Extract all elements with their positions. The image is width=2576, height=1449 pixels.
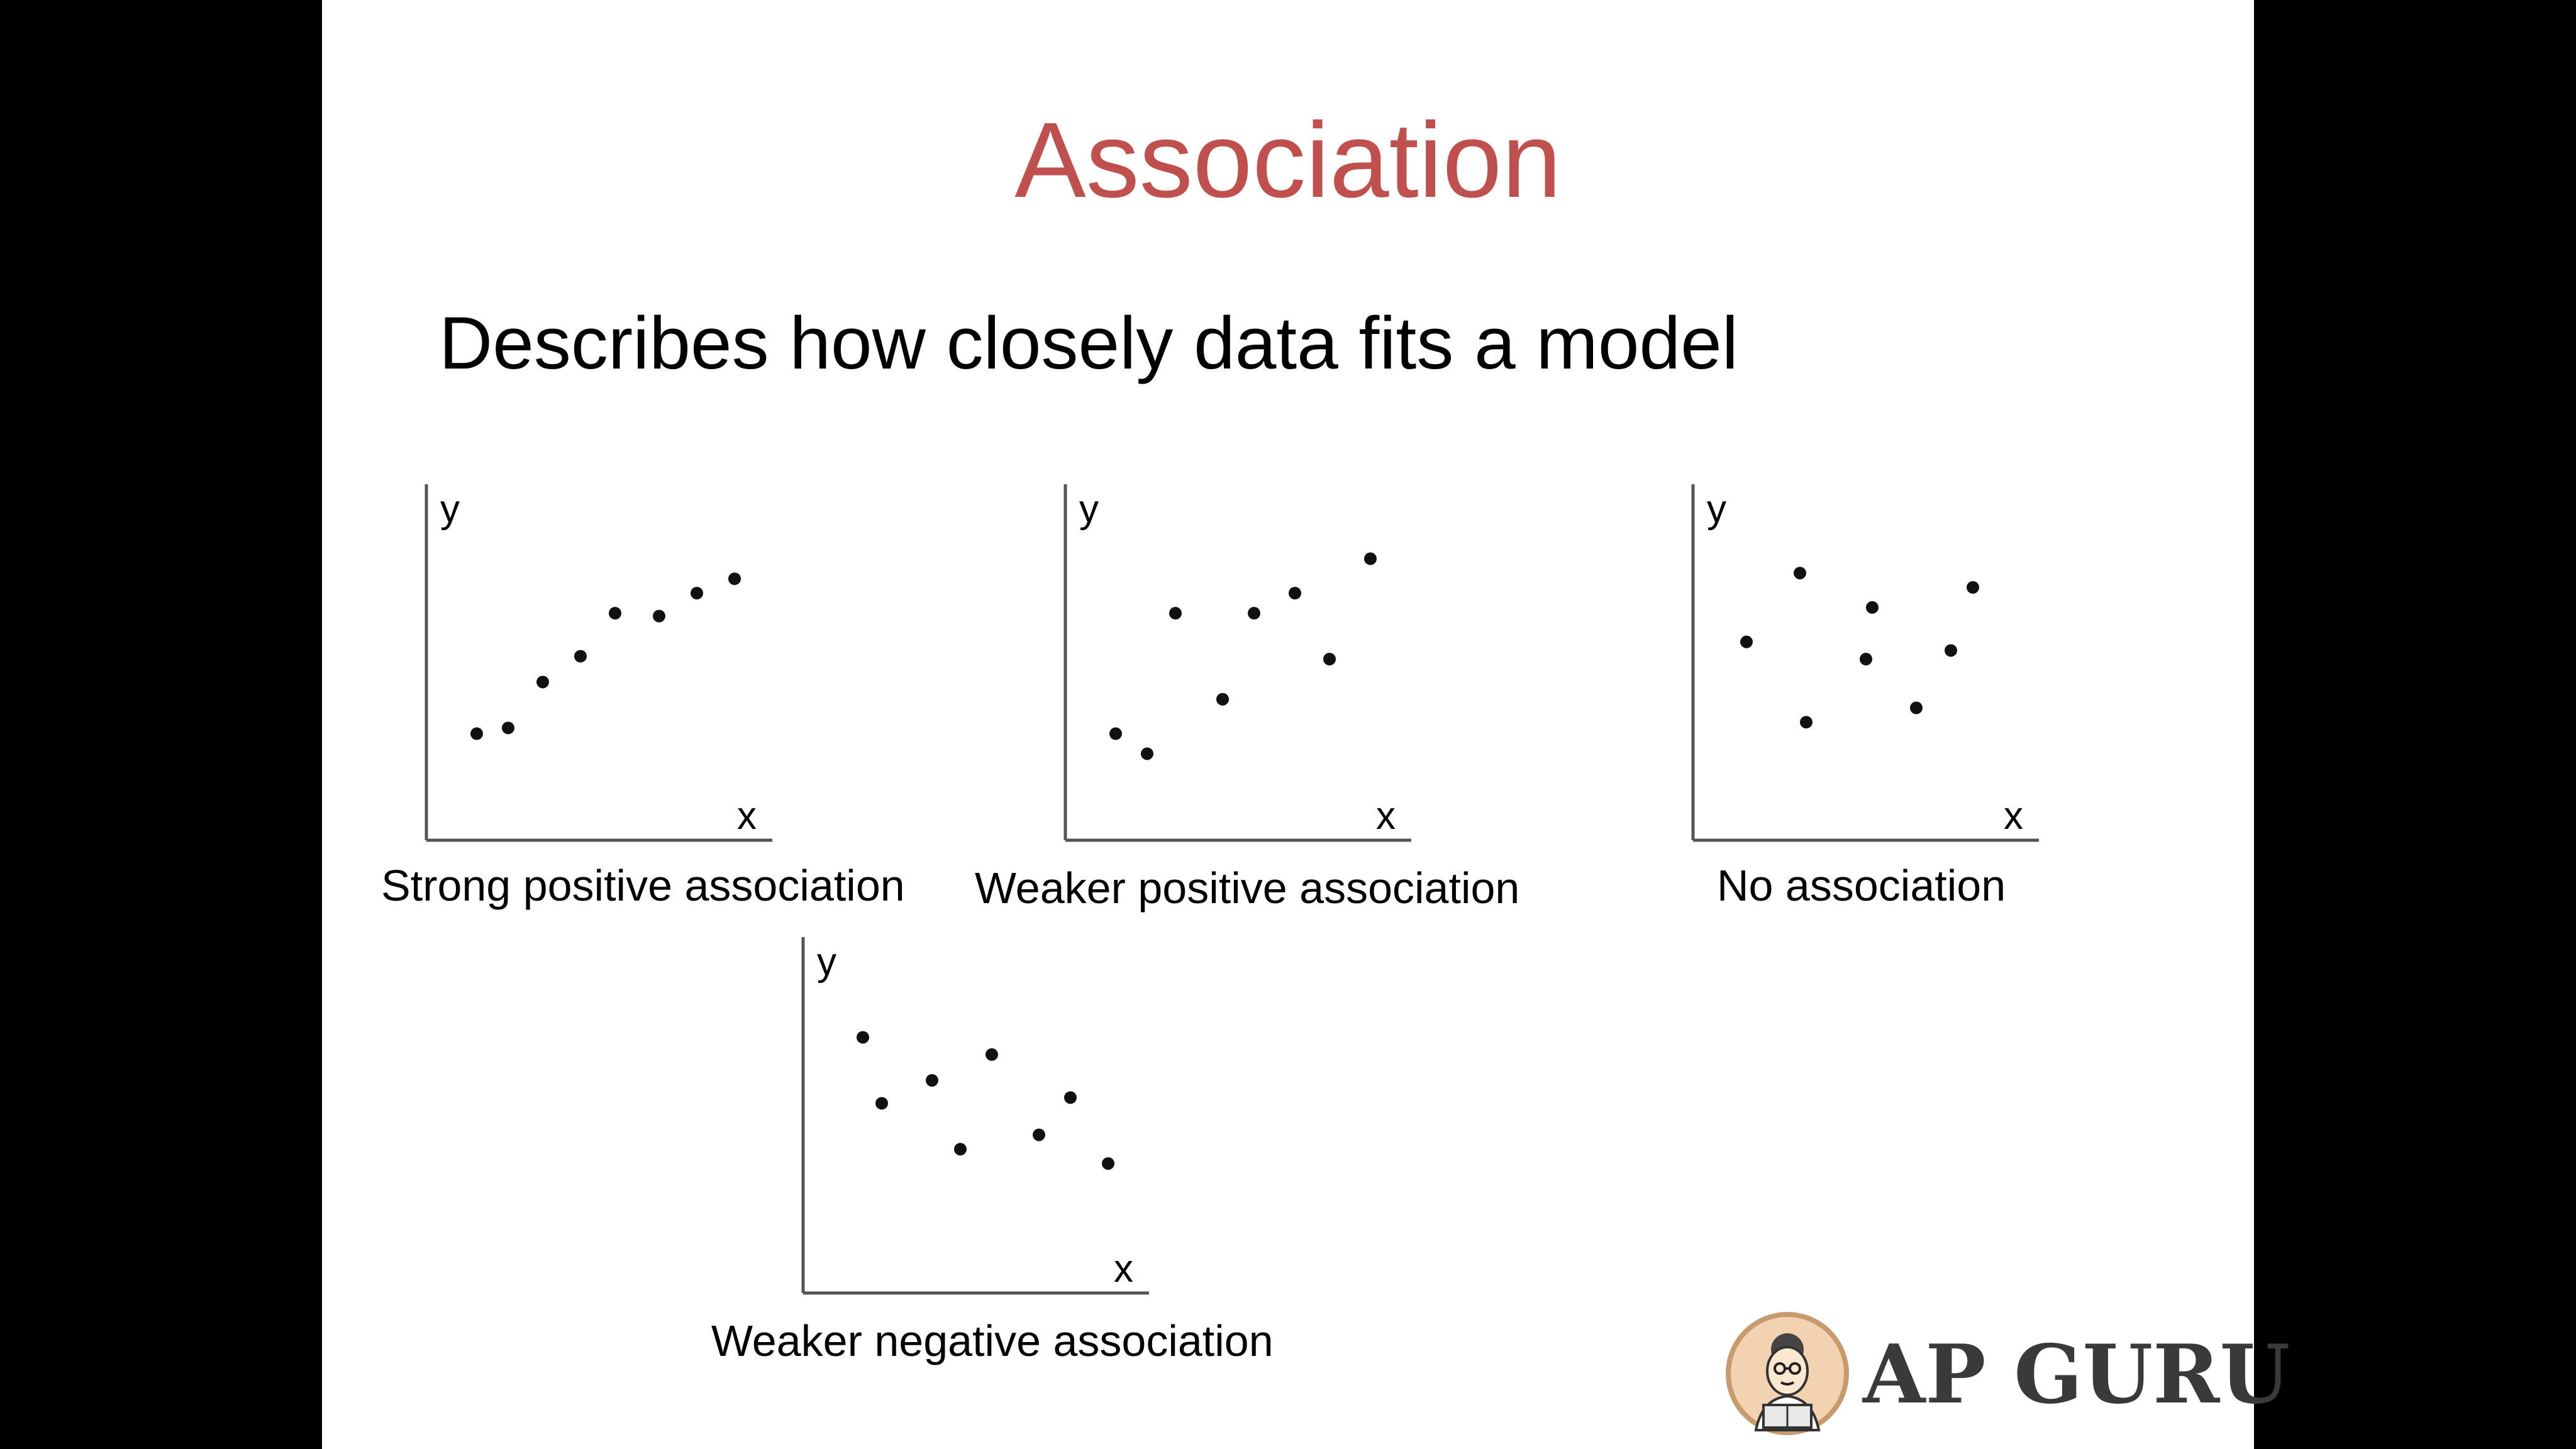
data-point <box>691 587 703 600</box>
y-axis-label: y <box>817 940 836 984</box>
y-axis-label: y <box>1707 487 1726 531</box>
data-point <box>857 1031 869 1044</box>
data-point <box>1102 1157 1114 1170</box>
y-axis-label: y <box>440 487 460 531</box>
slide: Association Describes how closely data f… <box>322 0 2290 1449</box>
data-point <box>954 1143 967 1156</box>
x-axis-label: x <box>1376 794 1396 838</box>
data-point <box>1033 1128 1045 1141</box>
data-point <box>1794 567 1806 580</box>
chart-caption: Weaker negative association <box>711 1316 1274 1365</box>
data-point <box>536 675 549 689</box>
ap-guru-logo: AP GURU <box>1724 1308 2290 1449</box>
data-point <box>1216 692 1229 706</box>
slide-title: Association <box>1014 101 1562 220</box>
data-point <box>1141 747 1153 760</box>
data-point <box>470 727 483 740</box>
slide-subtitle: Describes how closely data fits a model <box>439 302 1738 385</box>
data-point <box>1169 607 1182 620</box>
data-point <box>1800 716 1813 729</box>
x-axis-label: x <box>737 794 757 838</box>
data-point <box>1364 552 1377 565</box>
data-point <box>502 721 514 735</box>
x-axis-label: x <box>1114 1247 1133 1291</box>
data-point <box>1740 635 1753 648</box>
ap-guru-wordmark: AP GURU <box>1863 1328 2290 1422</box>
data-point <box>1910 701 1923 714</box>
data-point <box>609 607 621 620</box>
chart-caption: No association <box>1717 861 2006 910</box>
chart-caption: Weaker positive association <box>975 863 1520 913</box>
data-point <box>728 572 741 586</box>
data-point <box>1289 587 1301 600</box>
x-axis-label: x <box>2004 794 2023 838</box>
data-point <box>1323 653 1336 665</box>
data-point <box>1866 601 1879 614</box>
data-point <box>653 609 665 623</box>
data-point <box>1945 644 1957 657</box>
data-point <box>574 650 587 663</box>
data-point <box>985 1048 998 1061</box>
data-point <box>1967 581 1979 594</box>
data-point <box>1109 727 1122 740</box>
data-point <box>875 1097 888 1110</box>
chart-caption: Strong positive association <box>381 861 905 910</box>
data-point <box>926 1074 938 1087</box>
ap-guru-mascot-icon <box>1726 1312 1849 1435</box>
data-point <box>1860 653 1872 665</box>
data-point <box>1064 1091 1077 1104</box>
data-point <box>1248 607 1260 620</box>
y-axis-label: y <box>1079 487 1099 531</box>
